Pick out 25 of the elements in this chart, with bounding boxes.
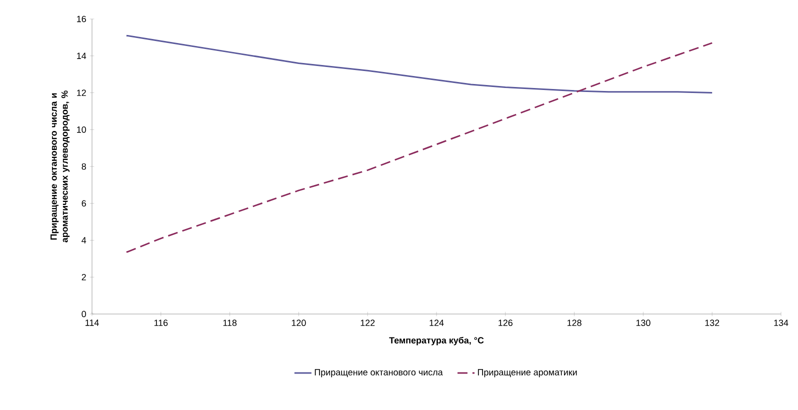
y-tick-label: 10 [77, 126, 86, 133]
y-tick-label: 2 [82, 274, 86, 280]
y-tick-label: 8 [82, 163, 86, 170]
x-axis-title: Температура куба, °C [389, 336, 484, 346]
legend-label: Приращение ароматики [478, 369, 577, 378]
y-tick-label: 16 [77, 16, 86, 22]
y-tick-label: 12 [77, 90, 86, 96]
x-tick-label: 124 [430, 320, 444, 326]
line-series [126, 42, 713, 253]
y-tick-label: 14 [77, 52, 86, 59]
x-tick-label: 126 [498, 320, 512, 326]
y-tick-label: 6 [82, 200, 86, 207]
x-tick-label: 128 [568, 320, 582, 326]
x-tick-label: 122 [360, 320, 375, 326]
x-tick-label: 116 [154, 320, 168, 326]
x-tick-label: 130 [636, 320, 650, 326]
y-tick-label: 0 [82, 310, 86, 318]
y-tick-label: 4 [82, 237, 86, 244]
x-tick-label: 132 [705, 320, 720, 326]
x-tick-label: 114 [86, 320, 99, 326]
y-axis-title: Приращение октанового числа и ароматических углеводородов, % [50, 90, 70, 242]
x-tick-label: 134 [774, 320, 788, 326]
x-tick-label: 120 [292, 320, 306, 326]
x-tick-label: 118 [223, 320, 237, 326]
legend-label: Приращение октанового числа [314, 369, 443, 378]
